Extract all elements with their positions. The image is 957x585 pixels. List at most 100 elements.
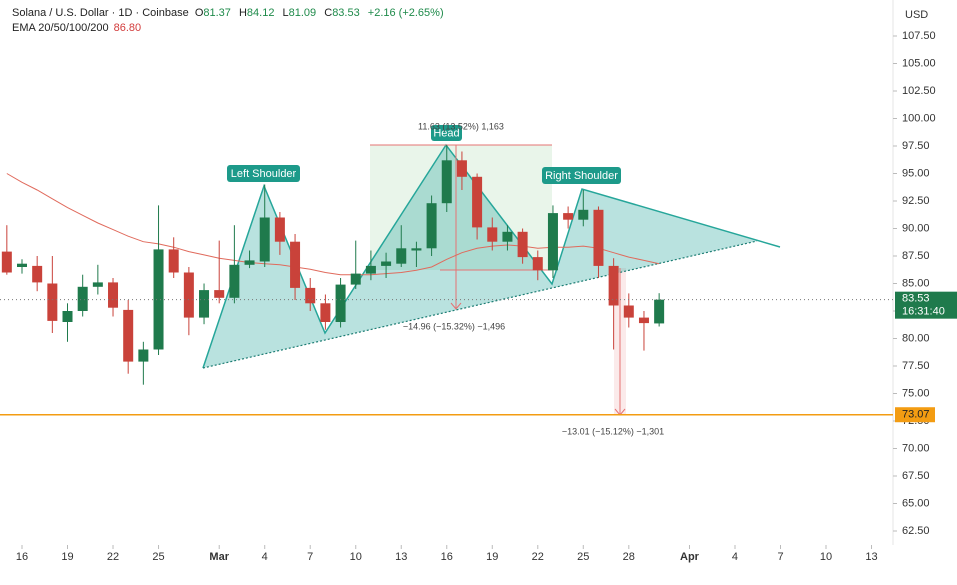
candle-body — [578, 209, 589, 220]
candle-body — [168, 249, 179, 273]
candle-body — [365, 265, 376, 274]
candle-body — [305, 287, 316, 304]
x-tick-label: 19 — [486, 551, 498, 563]
ohlc-label: C — [324, 7, 333, 19]
ohlc-label: L — [282, 7, 289, 19]
candle-body — [396, 248, 407, 264]
candle-body — [138, 349, 149, 362]
pattern-fill — [203, 145, 780, 368]
x-tick-label: 25 — [577, 551, 589, 563]
candle-body — [335, 284, 346, 322]
y-tick-label: 77.50 — [902, 360, 930, 372]
candle-body — [1, 251, 12, 273]
x-tick-label: 13 — [395, 551, 407, 563]
y-tick-label: 92.50 — [902, 195, 930, 207]
candle-body — [487, 227, 498, 242]
candle-body — [32, 265, 43, 283]
candle-body — [108, 282, 119, 308]
measure-text: −14.96 (−15.32%) −1,496 — [403, 321, 505, 331]
neckline — [202, 240, 758, 369]
candle-body — [441, 160, 452, 204]
candle-body — [290, 241, 301, 288]
x-tick-label: 7 — [307, 551, 313, 563]
x-tick-label: 28 — [623, 551, 635, 563]
label-box — [227, 165, 300, 182]
pattern-label: Left Shoulder — [231, 168, 297, 180]
x-tick-label: 10 — [350, 551, 362, 563]
candle-body — [47, 283, 58, 321]
candle-body — [411, 248, 422, 251]
indicator-name: EMA 20/50/100/200 — [12, 22, 109, 34]
measure-text: 11.63 (13.52%) 1,163 — [418, 121, 504, 131]
candle-body — [623, 305, 634, 318]
x-tick-label: Apr — [680, 551, 700, 563]
candle-body — [274, 217, 285, 242]
candle-body — [229, 264, 240, 298]
candle-body — [502, 231, 513, 242]
candle-body — [547, 213, 558, 271]
y-tick-label: 70.00 — [902, 442, 930, 454]
x-tick-label: 25 — [152, 551, 164, 563]
pattern-label: Right Shoulder — [545, 170, 618, 182]
ohlc-value: 83.53 — [332, 7, 360, 19]
y-tick-label: 100.00 — [902, 112, 936, 124]
y-tick-label: 75.00 — [902, 387, 930, 399]
indicator-value: 86.80 — [113, 22, 142, 34]
x-tick-label: 16 — [16, 551, 28, 563]
axis-layer: 62.5065.0067.5070.0072.5075.0077.5080.00… — [16, 30, 957, 563]
indicator-row: EMA 20/50/100/200 86.80 — [12, 21, 449, 36]
pattern-label: Head — [433, 127, 459, 139]
currency: USD — [905, 9, 928, 21]
candle-body — [199, 290, 210, 318]
symbol: Solana / U.S. Dollar · 1D · Coinbase — [12, 7, 189, 19]
change: +2.16 (+2.65%) — [367, 7, 444, 19]
candle-body — [153, 249, 164, 350]
x-tick-label: 22 — [107, 551, 119, 563]
x-tick-label: 4 — [732, 551, 738, 563]
ohlc-value: 84.12 — [246, 7, 275, 19]
candle-body — [608, 265, 619, 306]
symbol-row: Solana / U.S. Dollar · 1D · Coinbase O81… — [12, 6, 449, 21]
candle-body — [92, 282, 103, 287]
candle-body — [472, 176, 483, 228]
measure-text: −13.01 (−15.12%) −1,301 — [562, 426, 664, 436]
candle-body — [244, 260, 255, 265]
y-tick-label: 102.50 — [902, 85, 936, 97]
y-tick-label: 97.50 — [902, 140, 930, 152]
x-tick-label: 16 — [441, 551, 453, 563]
x-tick-label: 4 — [262, 551, 268, 563]
y-tick-label: 107.50 — [902, 30, 936, 42]
label-box — [431, 125, 462, 141]
legend: Solana / U.S. Dollar · 1D · Coinbase O81… — [12, 6, 449, 36]
x-tick-label: 10 — [820, 551, 832, 563]
candle-body — [77, 286, 88, 311]
candle-body — [593, 209, 604, 266]
price-line-box — [895, 407, 935, 423]
y-tick-label: 87.50 — [902, 250, 930, 262]
last-price-label: 83.53 — [902, 293, 930, 305]
y-tick-label: 90.00 — [902, 222, 930, 234]
candle-body — [350, 273, 361, 285]
y-tick-label: 105.00 — [902, 57, 936, 69]
candle-body — [532, 257, 543, 271]
candle-body — [381, 261, 392, 266]
ohlc-value: 81.37 — [203, 7, 231, 19]
ohlc-value: 81.09 — [288, 7, 317, 19]
x-tick-label: 7 — [777, 551, 783, 563]
candle-body — [563, 213, 574, 220]
candle-body — [320, 303, 331, 322]
x-tick-label: 22 — [532, 551, 544, 563]
y-tick-label: 65.00 — [902, 497, 930, 509]
y-tick-label: 62.50 — [902, 525, 930, 537]
candle-body — [638, 317, 649, 324]
y-tick-label: 95.00 — [902, 167, 930, 179]
candle-body — [214, 290, 225, 298]
y-tick-label: 85.00 — [902, 277, 930, 289]
series-layer — [0, 144, 893, 416]
arrow-head — [450, 302, 462, 310]
candle-body — [62, 311, 73, 322]
candle-body — [456, 160, 467, 177]
label-box — [542, 167, 621, 184]
